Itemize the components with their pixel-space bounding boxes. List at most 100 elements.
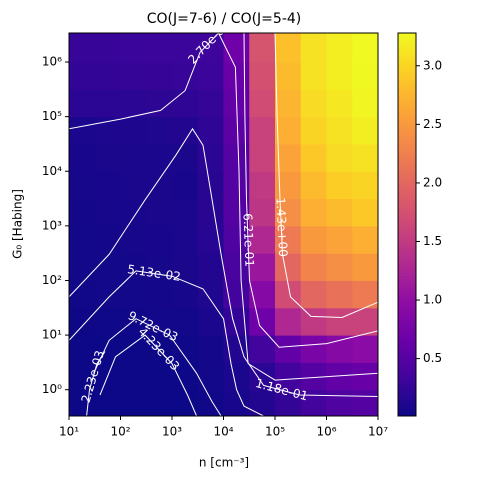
heat-cell <box>94 89 121 118</box>
colorbar-frame <box>397 32 417 417</box>
colorbar-swatch <box>398 55 416 60</box>
colorbar-swatch <box>398 237 416 241</box>
colorbar-swatch <box>398 243 416 248</box>
heat-cell <box>300 198 327 227</box>
heat-cell <box>146 335 173 363</box>
heat-cell <box>69 335 96 363</box>
x-tick-label: 10¹ <box>59 425 79 439</box>
heat-cell <box>197 62 224 90</box>
heat-cell <box>223 33 250 63</box>
heat-cell <box>352 253 378 281</box>
heat-cell <box>94 280 121 309</box>
heat-cell <box>197 280 224 309</box>
y-tick-label: 10⁰ <box>42 382 62 396</box>
colorbar-swatch <box>398 167 416 171</box>
colorbar-swatch <box>398 214 416 219</box>
heat-cell <box>326 143 353 172</box>
colorbar-swatch <box>398 208 416 213</box>
colorbar-swatch <box>398 361 416 366</box>
heat-cell <box>69 33 96 63</box>
colorbar-swatch <box>398 329 416 334</box>
colorbar-swatch <box>398 33 416 37</box>
colorbar-swatch <box>398 253 416 257</box>
colorbar-swatch <box>398 36 416 40</box>
colorbar-swatch <box>398 339 416 344</box>
heat-cell <box>249 171 276 200</box>
x-tick-label: 10³ <box>162 425 182 439</box>
colorbar-swatch <box>398 278 416 283</box>
colorbar-swatch <box>398 304 416 308</box>
y-tick-label: 10⁵ <box>42 109 62 123</box>
colorbar-swatch <box>398 371 416 376</box>
colorbar-swatch <box>398 160 416 165</box>
x-tick-label: 10⁷ <box>368 425 388 439</box>
heat-cell <box>120 143 147 172</box>
heat-cell <box>326 33 353 63</box>
contour-line <box>69 270 264 416</box>
heat-cell <box>249 389 276 416</box>
colorbar-swatch <box>398 71 416 75</box>
colorbar-swatch <box>398 352 416 356</box>
colorbar-swatch <box>398 183 416 187</box>
contour-line <box>93 318 222 416</box>
heat-cell <box>223 389 250 416</box>
heat-cell <box>146 253 173 281</box>
colorbar-swatch <box>398 364 416 369</box>
heat-cell <box>94 62 121 90</box>
colorbar-swatch <box>398 93 416 98</box>
heat-cell <box>69 389 96 416</box>
heat-cell <box>172 389 199 416</box>
heat-cell <box>300 225 327 254</box>
heat-cell <box>120 171 147 200</box>
heat-cell <box>352 198 378 227</box>
colorbar-swatch <box>398 358 416 363</box>
contour-label: 6.21e-01 <box>241 213 257 267</box>
heat-cell <box>300 335 327 363</box>
heat-cell <box>146 362 173 391</box>
colorbar-swatch <box>398 64 416 69</box>
heat-cell <box>69 116 96 145</box>
heat-cell <box>249 62 276 90</box>
x-tick-label: 10⁴ <box>213 425 233 439</box>
heat-cell <box>223 253 250 281</box>
heat-cell <box>275 253 302 281</box>
colorbar-tick-label: 3.0 <box>423 58 442 72</box>
heat-cell <box>300 280 327 309</box>
colorbar-swatch <box>398 262 416 267</box>
heat-cell <box>197 335 224 363</box>
colorbar-swatch <box>398 409 416 414</box>
colorbar-swatch <box>398 84 416 88</box>
colorbar-swatch <box>398 106 416 111</box>
colorbar-swatch <box>398 195 416 200</box>
colorbar-swatch <box>398 230 416 235</box>
contour-line <box>69 33 378 381</box>
heat-cell <box>275 198 302 227</box>
colorbar-swatch <box>398 400 416 404</box>
colorbar-swatch <box>398 387 416 391</box>
heat-cell <box>275 62 302 90</box>
colorbar-swatch <box>398 275 416 280</box>
colorbar-swatch <box>398 227 416 232</box>
heat-cell <box>120 116 147 145</box>
heat-cell <box>146 280 173 309</box>
colorbar-swatch <box>398 131 416 136</box>
colorbar-swatch <box>398 90 416 95</box>
heat-cell <box>275 143 302 172</box>
contour-line <box>274 33 378 319</box>
colorbar-swatch <box>398 157 416 162</box>
colorbar-swatch <box>398 138 416 143</box>
heat-cell <box>352 116 378 145</box>
heat-cell <box>146 171 173 200</box>
colorbar-swatch <box>398 412 416 417</box>
colorbar-swatch <box>398 186 416 190</box>
colorbar-swatch <box>398 128 416 133</box>
heat-cell <box>172 253 199 281</box>
colorbar-swatch <box>398 154 416 158</box>
heat-cell <box>197 253 224 281</box>
heat-cell <box>172 33 199 63</box>
heat-cell <box>326 225 353 254</box>
colorbar-swatch <box>398 68 416 72</box>
heat-cell <box>94 116 121 145</box>
heat-cell <box>326 62 353 90</box>
